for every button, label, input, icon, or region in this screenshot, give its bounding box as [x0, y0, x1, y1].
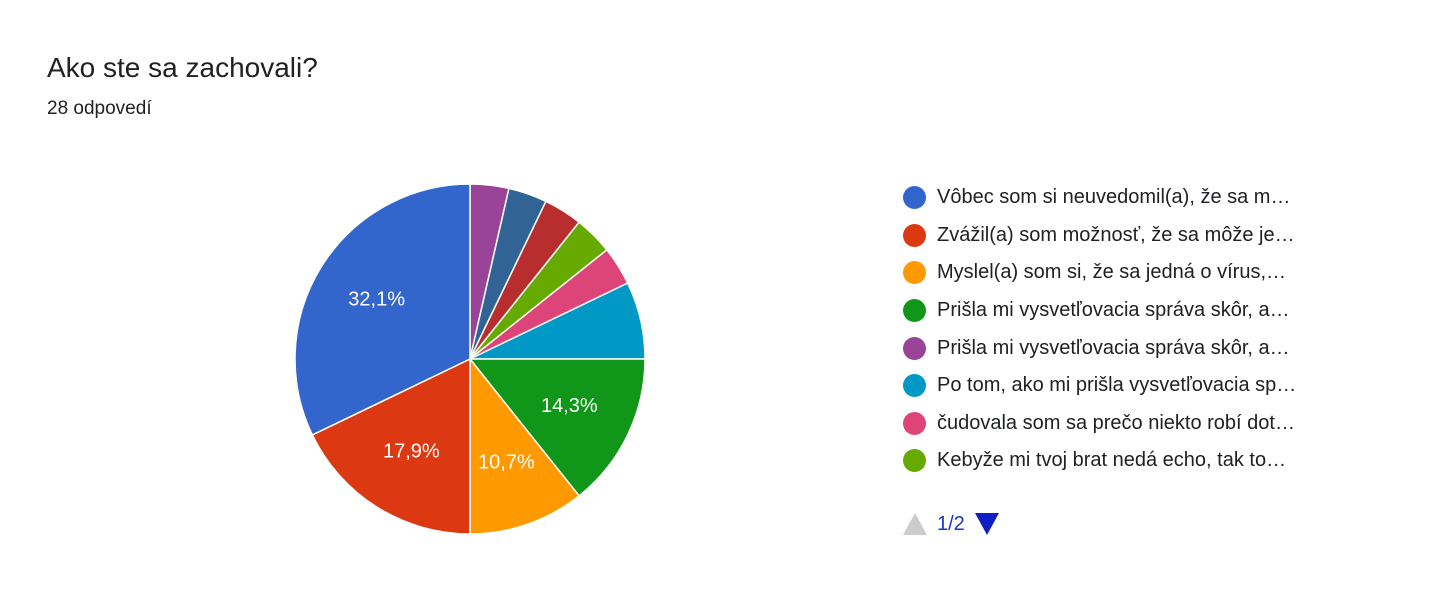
- legend-swatch: [903, 449, 926, 473]
- legend-item: Myslel(a) som si, že sa jedná o vírus,…: [903, 254, 1383, 292]
- pie-slice-2: [311, 357, 471, 535]
- legend-page-indicator: 1/2: [937, 512, 965, 535]
- legend-swatch: [903, 186, 926, 210]
- legend-label: Vôbec som si neuvedomil(a), že sa m…: [937, 186, 1291, 209]
- legend-item: čudovala som sa prečo niekto robí dot…: [903, 405, 1383, 443]
- pie-slice-3: [469, 356, 581, 535]
- legend-label: Myslel(a) som si, že sa jedná o vírus,…: [937, 261, 1286, 284]
- legend-swatch: [903, 261, 926, 285]
- slice-data-label: 17,9%: [383, 441, 440, 463]
- pie-slice-1: [294, 183, 471, 436]
- triangle-up-icon: [903, 513, 927, 535]
- legend-label: čudovala som sa prečo niekto robí dot…: [937, 411, 1295, 434]
- legend-item: Prišla mi vysvetľovacia správa skôr, a…: [903, 329, 1383, 367]
- legend-label: Kebyže mi tvoj brat nedá echo, tak to…: [937, 449, 1287, 472]
- response-count: 28 odpovedí: [47, 98, 152, 119]
- legend-item: Prišla mi vysvetľovacia správa skôr, a…: [903, 292, 1383, 330]
- legend-label: Po tom, ako mi prišla vysvetľovacia sp…: [937, 374, 1297, 397]
- legend-swatch: [903, 411, 926, 435]
- pie-slice-4: [468, 358, 646, 497]
- legend-swatch: [903, 223, 926, 247]
- chart-legend: Vôbec som si neuvedomil(a), že sa m… Zváž…: [903, 179, 1383, 480]
- legend-label: Zvážil(a) som možnosť, že sa môže je…: [937, 223, 1295, 246]
- chart-title: Ako ste sa zachovali?: [47, 52, 318, 83]
- legend-swatch: [903, 299, 926, 323]
- slice-data-label: 10,7%: [478, 451, 535, 473]
- slice-data-label: 32,1%: [348, 289, 405, 311]
- legend-swatch: [903, 374, 926, 398]
- legend-swatch: [903, 336, 926, 360]
- legend-label: Prišla mi vysvetľovacia správa skôr, a…: [937, 336, 1290, 359]
- legend-pager: 1/2: [903, 510, 999, 538]
- legend-item: Po tom, ako mi prišla vysvetľovacia sp…: [903, 367, 1383, 405]
- legend-item: Kebyže mi tvoj brat nedá echo, tak to…: [903, 442, 1383, 480]
- legend-item: Zvážil(a) som možnosť, že sa môže je…: [903, 217, 1383, 255]
- triangle-down-icon[interactable]: [974, 513, 999, 535]
- legend-label: Prišla mi vysvetľovacia správa skôr, a…: [937, 299, 1290, 322]
- legend-item: Vôbec som si neuvedomil(a), že sa m…: [903, 179, 1383, 217]
- slice-data-label: 14,3%: [541, 395, 598, 417]
